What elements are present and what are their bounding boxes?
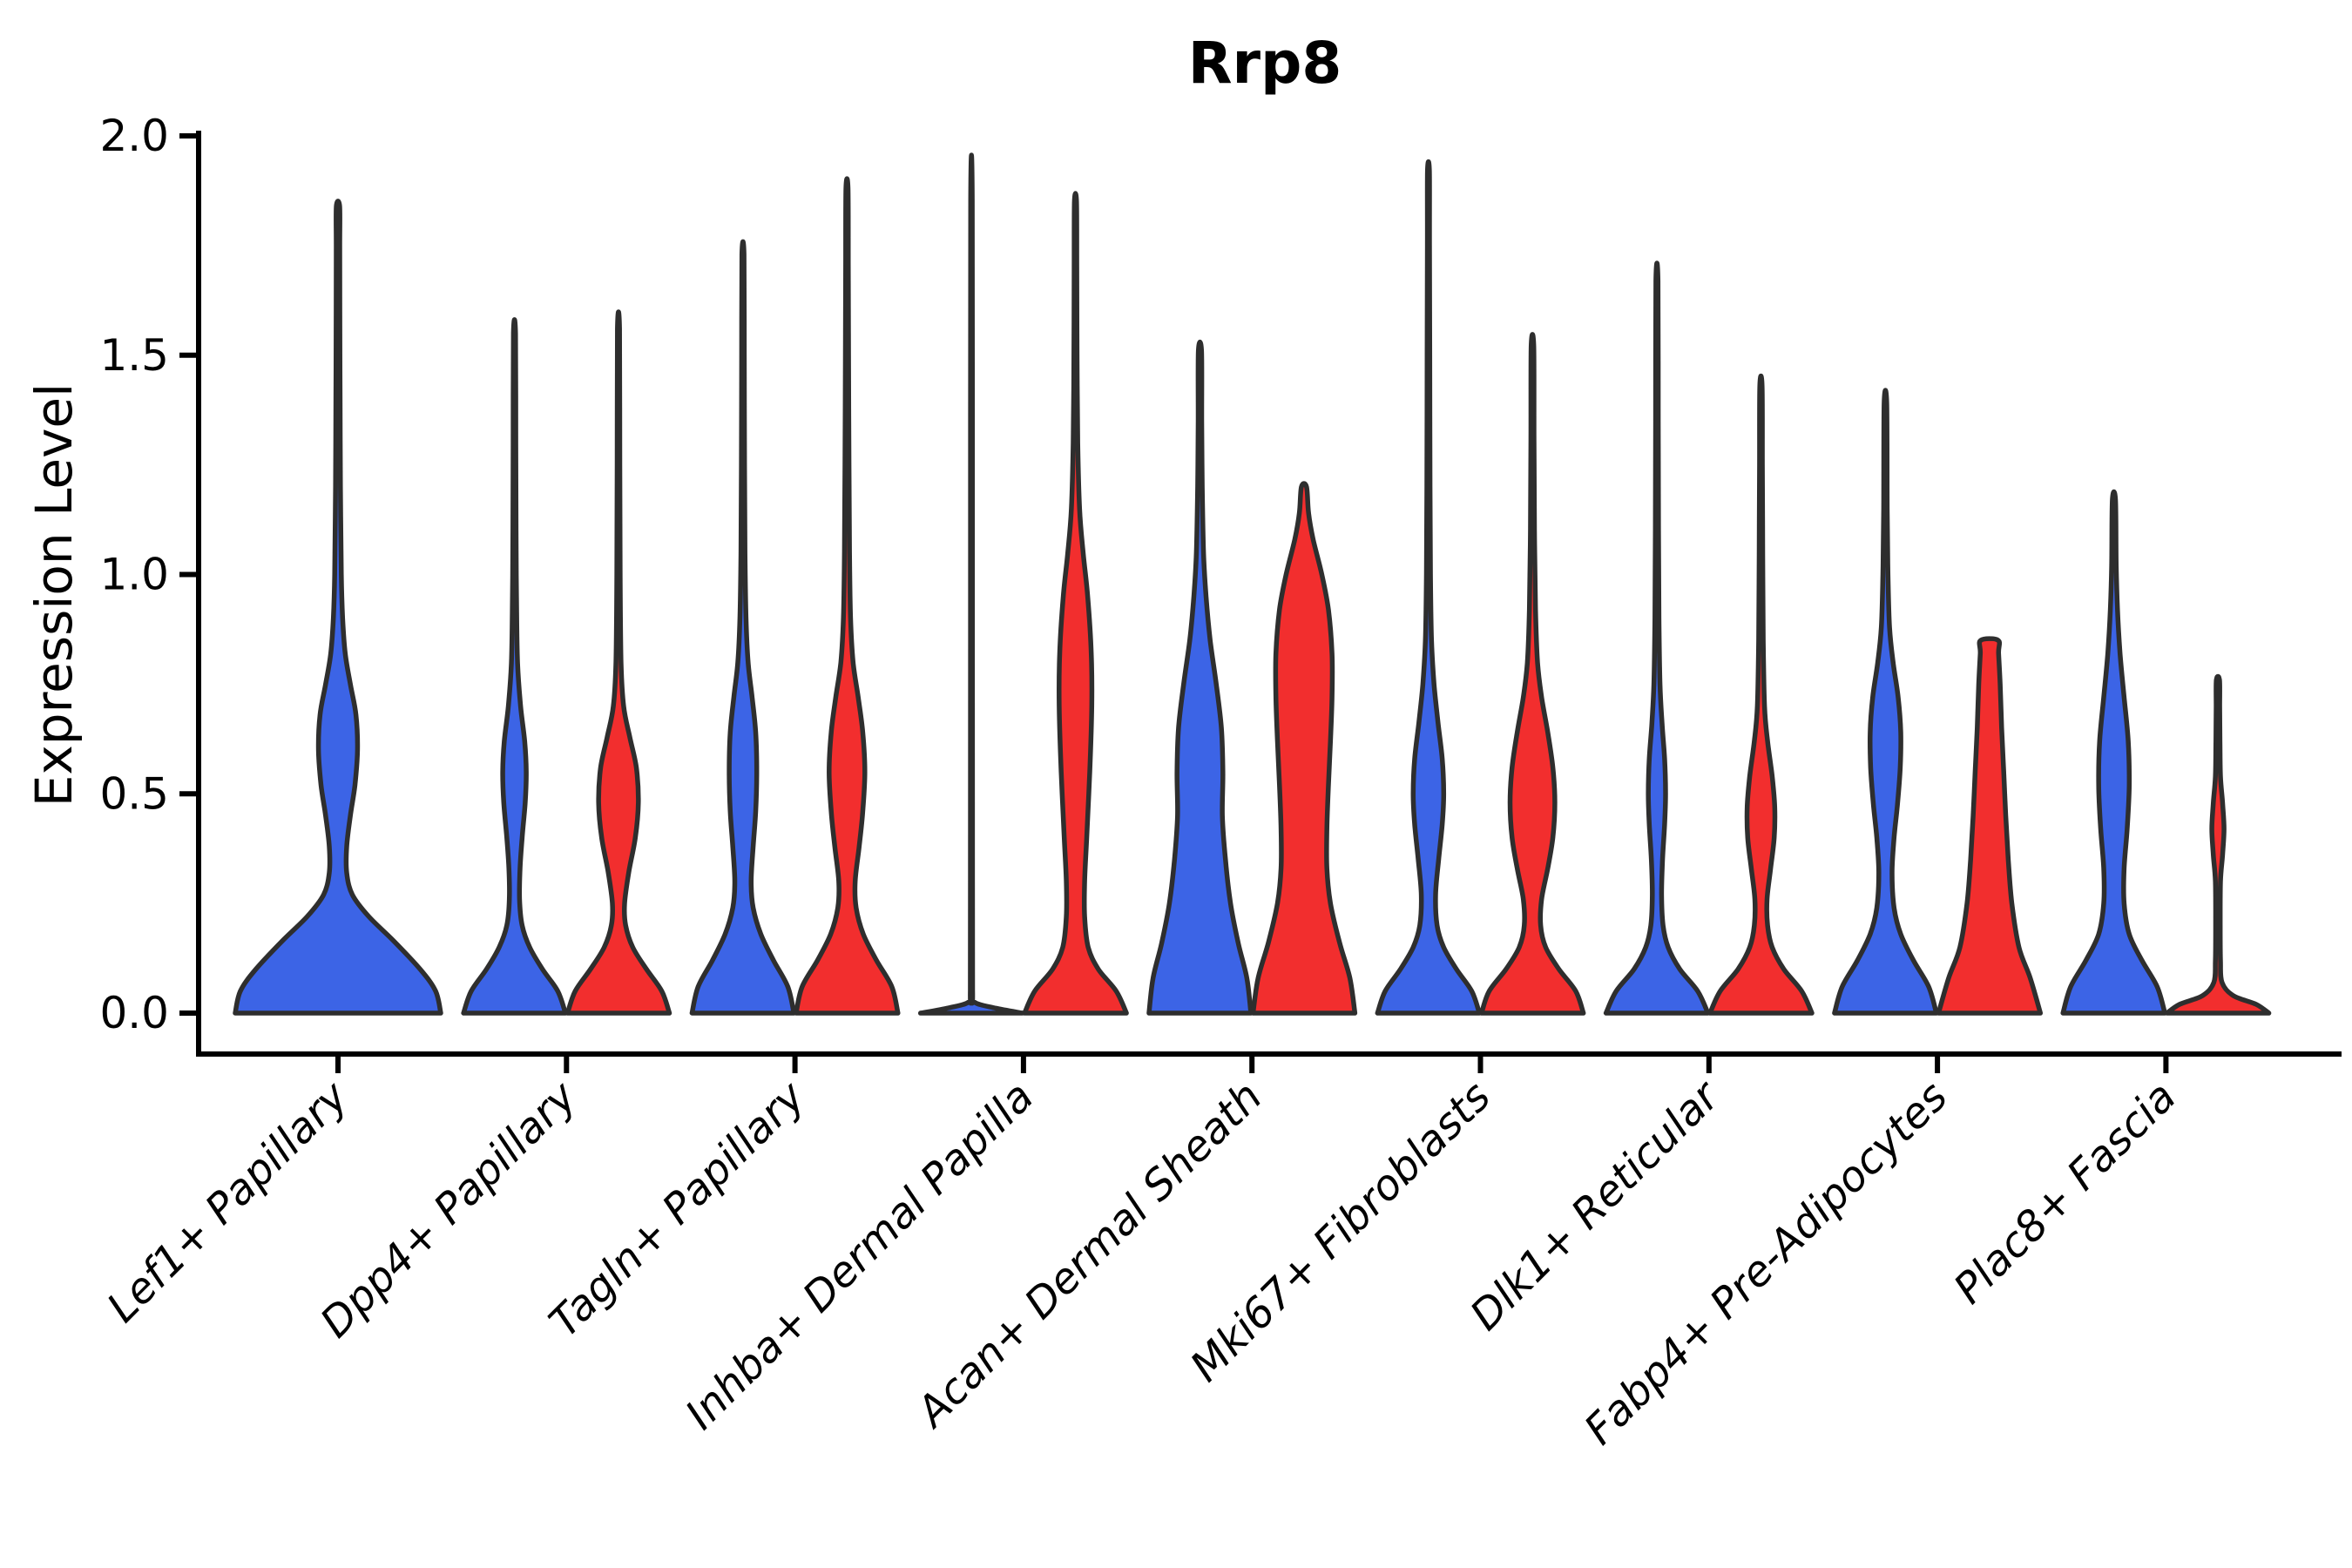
y-tick-label-2.0: 2.0 [99, 111, 169, 161]
x-tick-label-dpp4-papillary: Dpp4+ Papillary [311, 1071, 586, 1347]
violin-inhba-dermal-papilla-blue [917, 152, 1025, 1016]
violin-tagln-papillary-blue [689, 239, 797, 1016]
violin-mki67-fibroblasts-red [1478, 332, 1586, 1016]
y-tick-label-1.5: 1.5 [99, 330, 169, 381]
x-tick-label-plac8-fascia: Plac8+ Fascia [1944, 1072, 2186, 1314]
y-tick-label-0.5: 0.5 [99, 768, 169, 819]
x-tick-label-lef1-papillary: Lef1+ Papillary [98, 1071, 358, 1332]
violin-fabp4-pre-adipocytes-blue [1832, 388, 1939, 1016]
x-tick-label-fabp4-pre-adipocytes: Fabp4+ Pre-Adipocytes [1575, 1072, 1957, 1455]
y-tick-label-0.0: 0.0 [99, 988, 169, 1038]
violin-plac8-fascia-blue [2060, 489, 2167, 1016]
violin-dpp4-papillary-red [564, 309, 672, 1016]
violin-acan-dermal-sheath-red [1250, 481, 1358, 1016]
chart-title: Rrp8 [1187, 30, 1342, 97]
y-tick-label-1.0: 1.0 [99, 550, 169, 600]
violin-lef1-papillary-blue [233, 199, 443, 1016]
violin-mki67-fibroblasts-blue [1375, 159, 1483, 1016]
violin-dlk1-reticular-blue [1603, 260, 1711, 1016]
violin-acan-dermal-sheath-blue [1146, 339, 1254, 1016]
violin-inhba-dermal-papilla-red [1022, 191, 1129, 1016]
violin-tagln-papillary-red [794, 176, 901, 1016]
violin-fabp4-pre-adipocytes-red [1936, 636, 2044, 1016]
violin-dpp4-papillary-blue [461, 317, 568, 1016]
x-tick-label-dlk1-reticular: Dlk1+ Reticular [1461, 1071, 1731, 1341]
violin-plac8-fascia-red [2164, 673, 2272, 1016]
x-tick-label-tagln-papillary: Tagln+ Papillary [540, 1071, 815, 1347]
violin-dlk1-reticular-red [1707, 373, 1815, 1016]
